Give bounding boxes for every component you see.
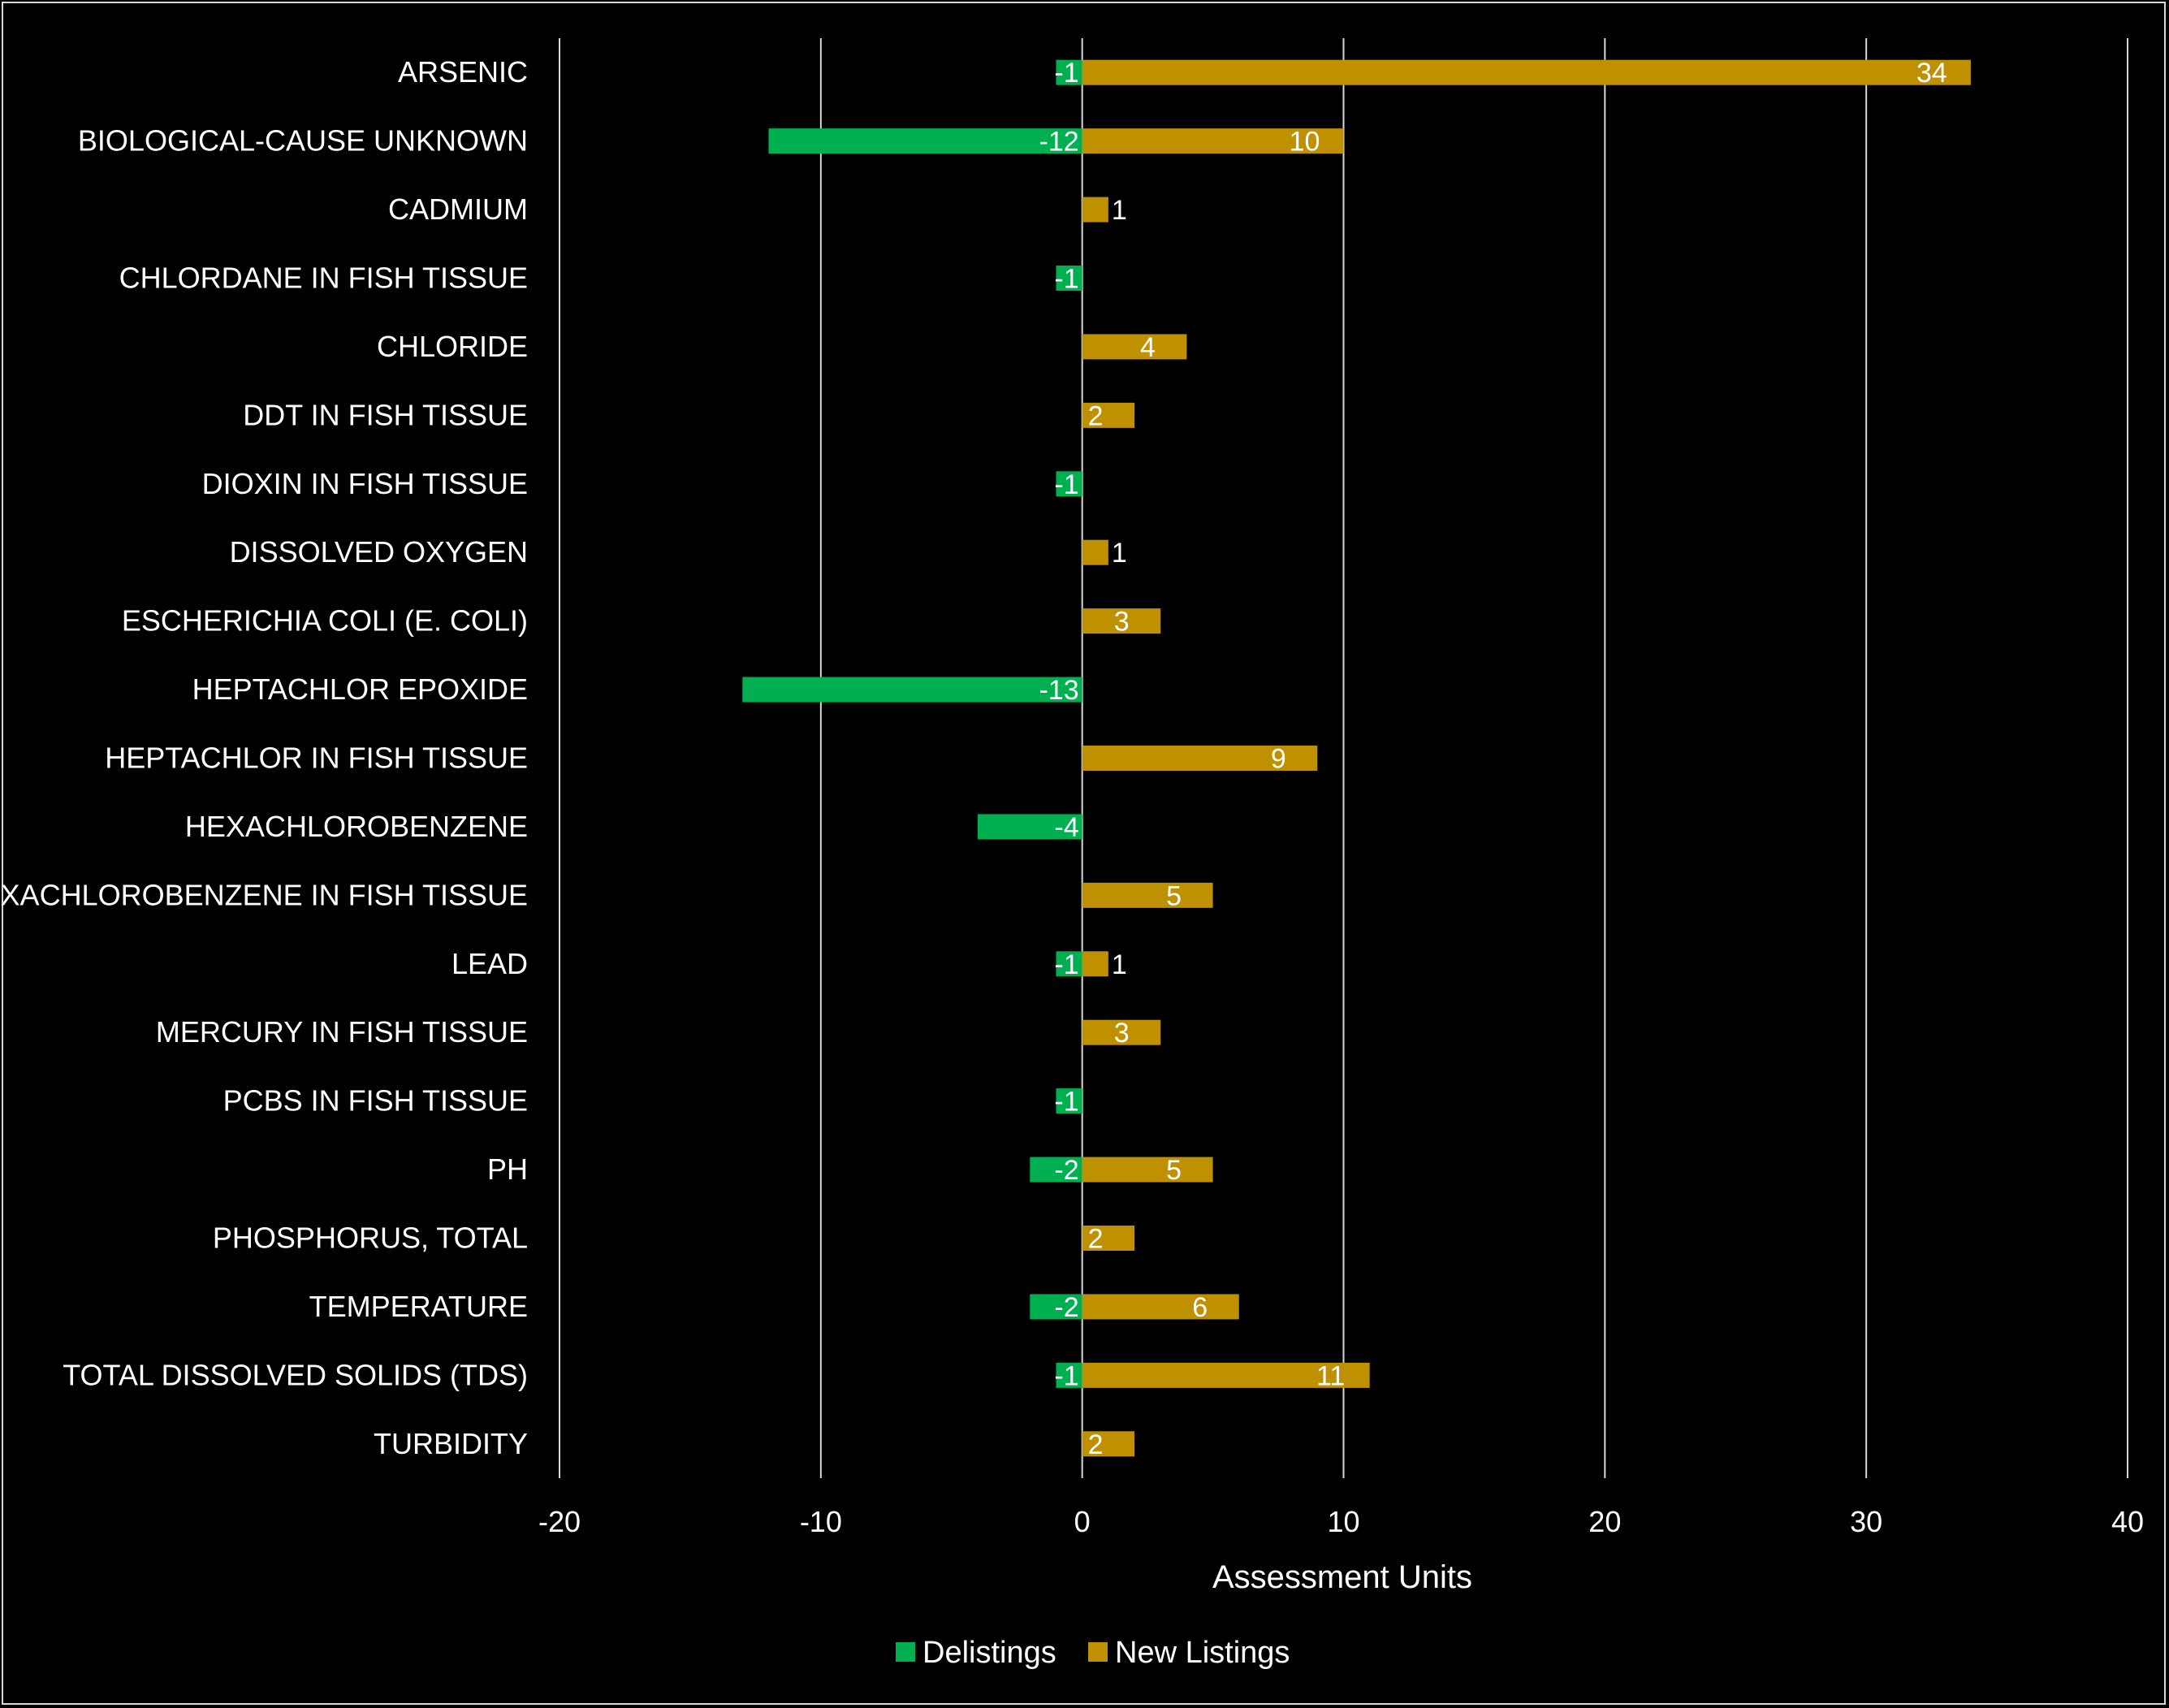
data-label-new-listings: 2 <box>1088 400 1104 431</box>
category-label: TURBIDITY <box>374 1427 528 1460</box>
bar-delistings <box>1056 59 1082 85</box>
category-label: ESCHERICHIA COLI (E. COLI) <box>122 604 528 638</box>
category-label: HEXACHLOROBENZENE <box>185 810 528 843</box>
legend-label-delistings: Delistings <box>922 1636 1056 1670</box>
category-label: BIOLOGICAL-CAUSE UNKNOWN <box>78 124 528 158</box>
category-label: TEMPERATURE <box>309 1290 528 1323</box>
category-label: ARSENIC <box>398 55 528 89</box>
bar-delistings <box>1030 1157 1082 1183</box>
category-labels: ARSENIC BIOLOGICAL-CAUSE UNKNOWN CADMIUM CH… <box>0 55 528 1460</box>
category-label: CHLORDANE IN FISH TISSUE <box>119 262 528 295</box>
category-label: MERCURY IN FISH TISSUE <box>156 1015 528 1049</box>
data-label-new-listings: 5 <box>1166 1155 1182 1186</box>
data-label-new-listings: 2 <box>1088 1224 1104 1255</box>
bar-delistings <box>742 677 1082 703</box>
bar-delistings <box>1056 266 1082 291</box>
category-label: CADMIUM <box>388 192 528 226</box>
gridlines <box>559 38 2128 1478</box>
category-label: PH <box>487 1152 528 1186</box>
bar-delistings <box>1056 471 1082 497</box>
category-label: PCBS IN FISH TISSUE <box>223 1084 528 1118</box>
data-label-delistings: -13 <box>1039 675 1079 706</box>
data-label-new-listings: 2 <box>1088 1429 1104 1460</box>
category-label: HEXACHLOROBENZENE IN FISH TISSUE <box>0 878 528 911</box>
category-label: DISSOLVED OXYGEN <box>230 535 528 569</box>
data-label-new-listings: 1 <box>1112 195 1127 226</box>
data-label-delistings: -4 <box>1054 812 1078 843</box>
data-label-delistings: -1 <box>1054 1087 1078 1118</box>
legend: Delistings New Listings <box>896 1636 1290 1670</box>
x-tick-label: -20 <box>538 1505 581 1538</box>
bar-new-listings <box>1082 1226 1135 1251</box>
x-tick-label: 10 <box>1327 1505 1359 1538</box>
data-label-new-listings: 3 <box>1114 1018 1130 1049</box>
x-tick-label: -10 <box>800 1505 842 1538</box>
data-label-new-listings: 34 <box>1916 58 1947 89</box>
bar-new-listings <box>1082 197 1108 223</box>
category-label: CHLORIDE <box>377 330 528 363</box>
category-label: DIOXIN IN FISH TISSUE <box>202 467 528 500</box>
bar-new-listings <box>1082 1157 1213 1183</box>
data-label-delistings: -1 <box>1054 264 1078 295</box>
bar-delistings <box>1030 1294 1082 1320</box>
data-label-delistings: -2 <box>1054 1155 1078 1186</box>
bar-new-listings <box>1082 746 1318 771</box>
legend-label-new-listings: New Listings <box>1115 1636 1290 1670</box>
bar-new-listings <box>1082 1362 1370 1388</box>
category-label: LEAD <box>452 947 528 980</box>
bar-delistings <box>768 128 1082 154</box>
bar-new-listings <box>1082 59 1971 85</box>
category-label: PHOSPHORUS, TOTAL <box>213 1222 528 1255</box>
x-tick-label: 30 <box>1850 1505 1882 1538</box>
category-label: HEPTACHLOR IN FISH TISSUE <box>105 742 528 775</box>
bar-delistings <box>1056 1362 1082 1388</box>
bar-new-listings <box>1082 608 1161 634</box>
data-label-new-listings: 3 <box>1114 607 1130 638</box>
bar-new-listings <box>1082 1431 1135 1457</box>
bar-delistings <box>1056 1088 1082 1114</box>
data-label-new-listings: 10 <box>1290 127 1320 158</box>
data-label-new-listings: 1 <box>1112 949 1127 980</box>
data-label-delistings: -2 <box>1054 1292 1078 1323</box>
bars <box>742 59 1971 1457</box>
data-labels: -1-12-1-1-13-4-1-1-2-2-13410142139513526… <box>1039 58 1947 1460</box>
data-label-delistings: -12 <box>1039 127 1079 158</box>
bar-new-listings <box>1082 1019 1161 1045</box>
legend-swatch-new-listings <box>1088 1642 1108 1662</box>
category-label: HEPTACHLOR EPOXIDE <box>192 672 528 706</box>
bar-new-listings <box>1082 334 1187 360</box>
data-label-delistings: -1 <box>1054 949 1078 980</box>
x-tick-label: 20 <box>1588 1505 1621 1538</box>
bar-new-listings <box>1082 1294 1239 1320</box>
bar-new-listings <box>1082 539 1108 565</box>
data-label-new-listings: 9 <box>1271 744 1286 775</box>
data-label-new-listings: 4 <box>1140 332 1156 363</box>
data-label-delistings: -1 <box>1054 1360 1078 1391</box>
bar-new-listings <box>1082 882 1213 908</box>
bar-new-listings <box>1082 402 1135 428</box>
x-axis-title: Assessment Units <box>1212 1559 1472 1595</box>
data-label-delistings: -1 <box>1054 469 1078 500</box>
bar-new-listings <box>1082 951 1108 977</box>
x-tick-labels: -20 -10 0 10 20 30 40 <box>538 1505 2144 1538</box>
x-tick-label: 40 <box>2111 1505 2144 1538</box>
data-label-new-listings: 1 <box>1112 538 1127 569</box>
data-label-delistings: -1 <box>1054 58 1078 89</box>
data-label-new-listings: 11 <box>1316 1360 1345 1391</box>
bar-new-listings <box>1082 128 1344 154</box>
bar-delistings <box>1056 951 1082 977</box>
data-label-new-listings: 6 <box>1192 1292 1208 1323</box>
legend-swatch-delistings <box>896 1642 915 1662</box>
category-label: DDT IN FISH TISSUE <box>243 398 528 431</box>
bar-delistings <box>977 814 1082 840</box>
category-label: TOTAL DISSOLVED SOLIDS (TDS) <box>63 1358 528 1391</box>
data-label-new-listings: 5 <box>1166 880 1182 911</box>
x-tick-label: 0 <box>1074 1505 1091 1538</box>
